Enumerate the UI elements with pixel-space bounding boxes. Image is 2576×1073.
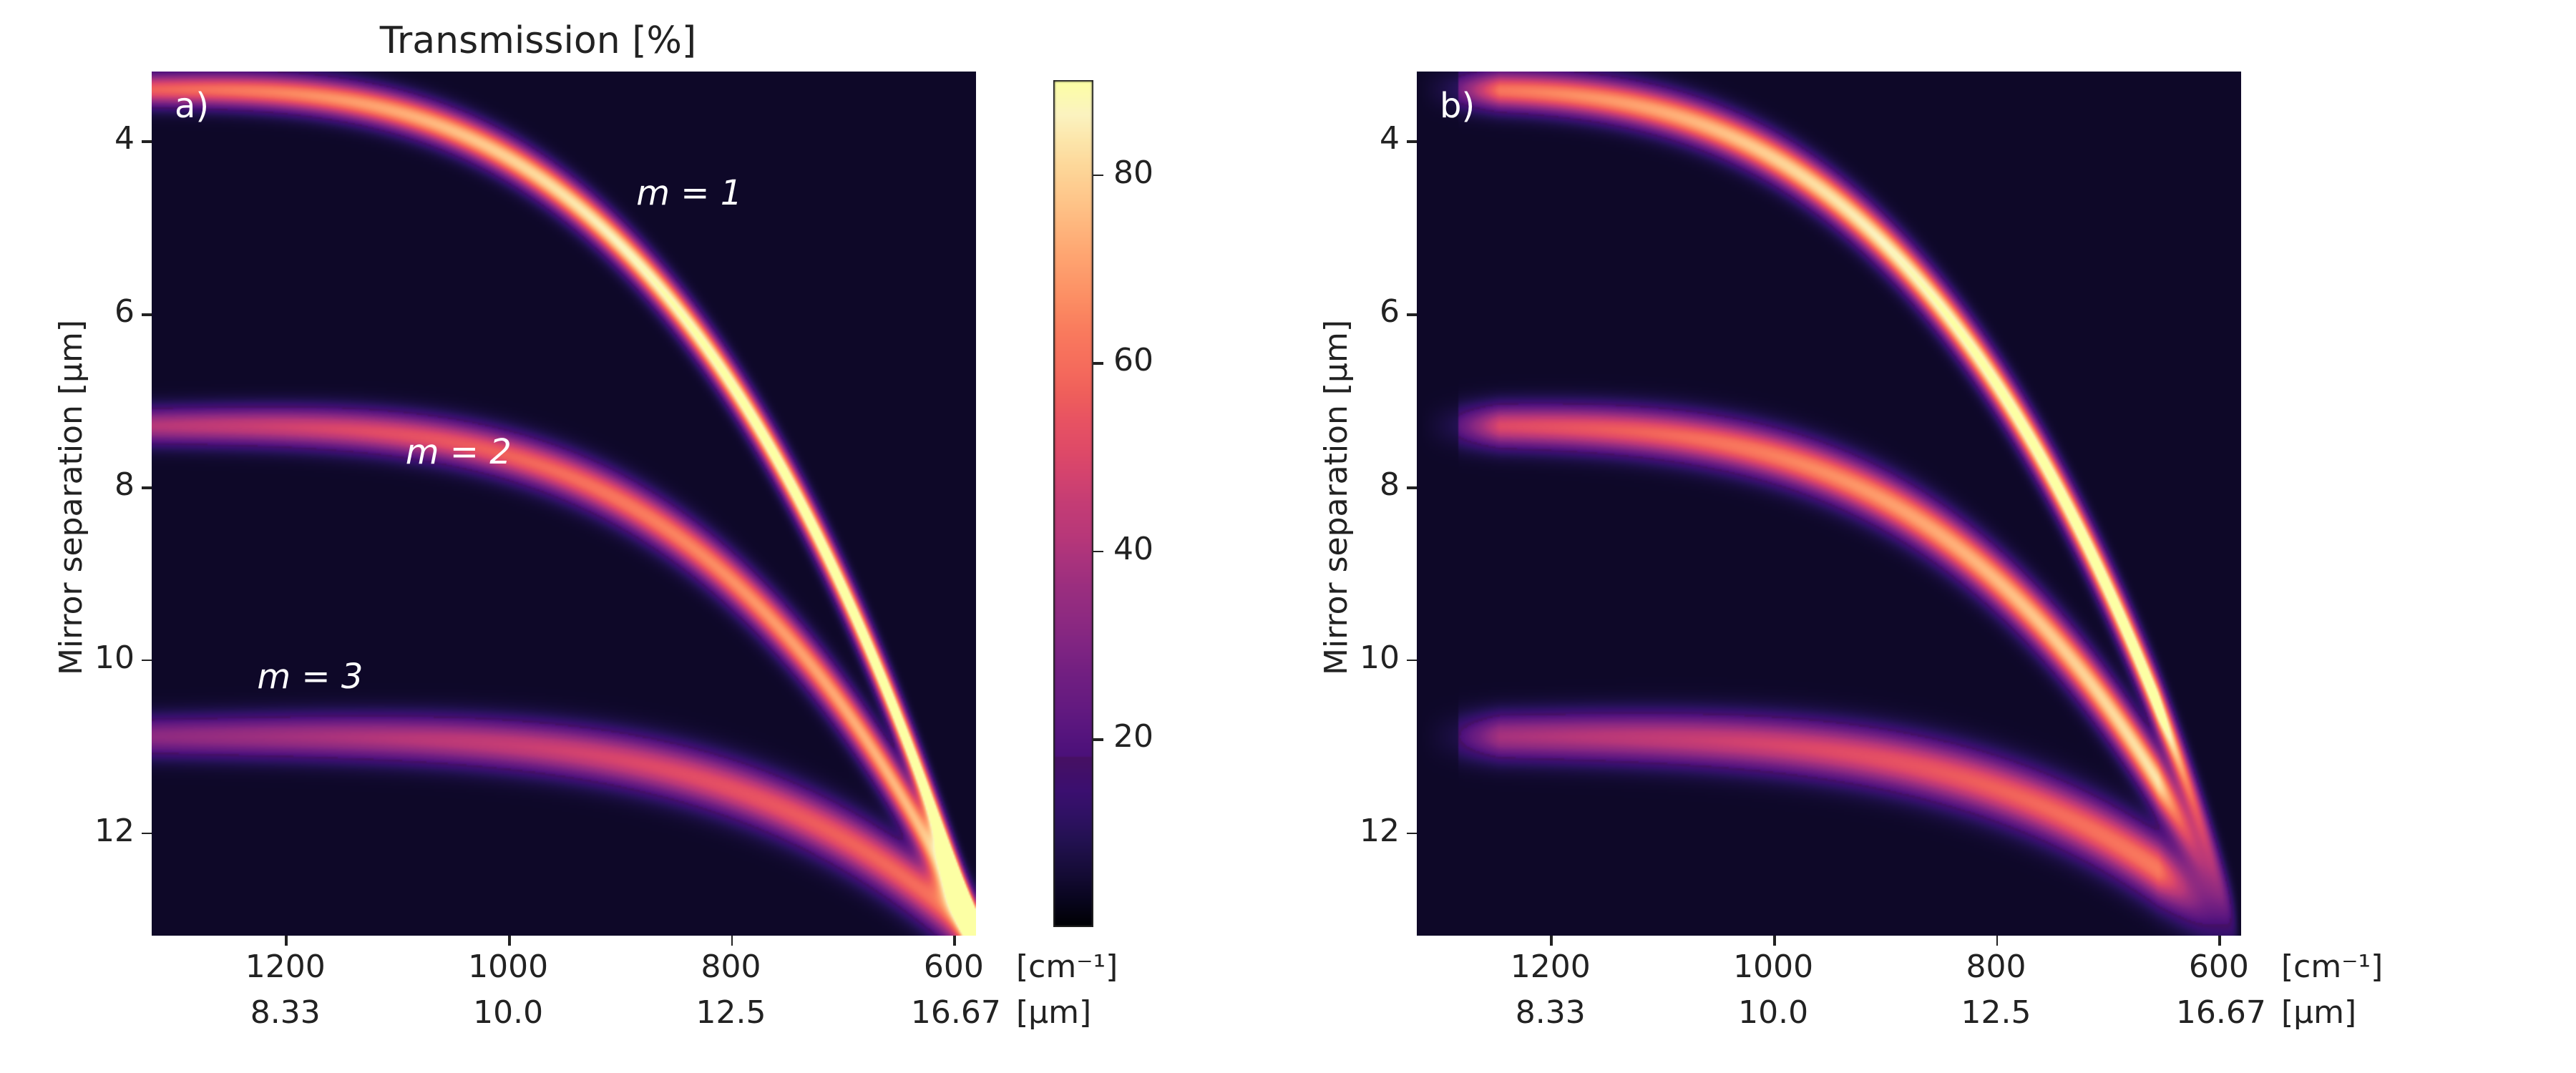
panel-b-xtick-um-2: 12.5 (1953, 996, 2039, 1032)
panel-b-letter: b) (1440, 86, 1475, 126)
panel-b-ytick-12: 12 (1345, 813, 1400, 849)
figure-root: a)m = 1m = 2m = 34681012Mirror separatio… (0, 0, 2576, 1073)
panel-a-heatmap (152, 72, 976, 936)
panel-a-xtick-wn-1000: 1000 (465, 950, 551, 986)
panel-b-ylabel: Mirror separation [µm] (1319, 320, 1355, 675)
panel-b-heatmap (1417, 72, 2241, 936)
panel-a-xunit-um: [µm] (1016, 996, 1091, 1032)
panel-a-letter: a) (175, 86, 209, 126)
colorbar-tick-60: 60 (1113, 344, 1153, 380)
panel-a-mode-label-2: m = 2 (406, 432, 512, 472)
panel-a-xtick-um-2: 12.5 (688, 996, 774, 1032)
panel-b-xunit-wn: [cm⁻¹] (2281, 950, 2383, 986)
panel-a-xtick-um-0: 8.33 (243, 996, 328, 1032)
colorbar (1053, 80, 1093, 927)
panel-b-xtick-wn-600: 600 (2176, 950, 2262, 986)
panel-a-xtick-wn-600: 600 (911, 950, 997, 986)
panel-a-xunit-wn: [cm⁻¹] (1016, 950, 1118, 986)
colorbar-tick-20: 20 (1113, 720, 1153, 756)
panel-a-xtick-um-1: 10.0 (465, 996, 551, 1032)
panel-a-xtick-wn-1200: 1200 (243, 950, 328, 986)
colorbar-tick-80: 80 (1113, 156, 1153, 192)
panel-b-xtick-wn-1000: 1000 (1730, 950, 1816, 986)
panel-a-xtick-um-3: 16.67 (911, 996, 997, 1032)
figure-title: Transmission [%] (323, 20, 753, 63)
panel-b-xtick-wn-1200: 1200 (1508, 950, 1594, 986)
panel-b-xtick-um-0: 8.33 (1508, 996, 1594, 1032)
panel-b-xtick-um-3: 16.67 (2176, 996, 2262, 1032)
panel-a-ylabel: Mirror separation [µm] (54, 320, 90, 675)
panel-a-ytick-4: 4 (80, 122, 135, 158)
panel-b-ytick-4: 4 (1345, 122, 1400, 158)
panel-b-xunit-um: [µm] (2281, 996, 2356, 1032)
panel-a-xtick-wn-800: 800 (688, 950, 774, 986)
panel-b-xtick-wn-800: 800 (1953, 950, 2039, 986)
panel-b-xtick-um-1: 10.0 (1730, 996, 1816, 1032)
panel-a-mode-label-3: m = 3 (257, 657, 363, 697)
colorbar-tick-40: 40 (1113, 532, 1153, 568)
panel-a-mode-label-1: m = 1 (636, 172, 742, 212)
panel-a-ytick-12: 12 (80, 813, 135, 849)
